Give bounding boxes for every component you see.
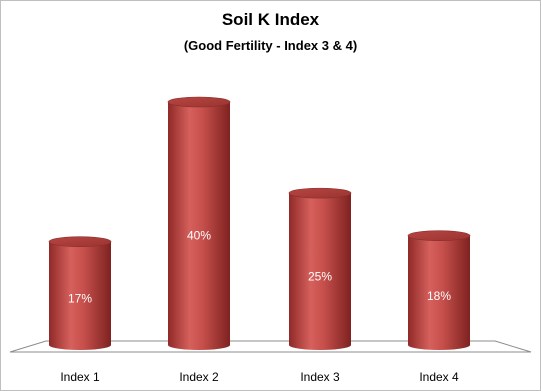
bar-body <box>168 102 230 350</box>
bar <box>407 230 471 350</box>
x-tick-label: Index 2 <box>179 370 219 384</box>
data-label: 17% <box>68 292 92 306</box>
bar-body <box>289 193 351 350</box>
bar-top <box>167 96 231 108</box>
bar-body <box>49 241 111 350</box>
chart-subtitle: (Good Fertility - Index 3 & 4) <box>183 38 358 53</box>
data-label: 40% <box>187 229 211 243</box>
bar-top <box>407 230 471 241</box>
bar-top <box>288 187 352 199</box>
x-tick-label: Index 1 <box>60 370 100 384</box>
x-tick-label: Index 3 <box>300 370 340 384</box>
chart-title: Soil K Index <box>221 10 320 29</box>
bar-top <box>48 236 112 248</box>
bar <box>48 236 112 350</box>
data-label: 25% <box>308 270 332 284</box>
x-tick-label: Index 4 <box>419 370 459 384</box>
bar-body <box>408 235 470 350</box>
bar <box>288 187 352 350</box>
data-label: 18% <box>427 289 451 303</box>
chart-floor <box>9 340 532 353</box>
bar <box>167 96 231 350</box>
